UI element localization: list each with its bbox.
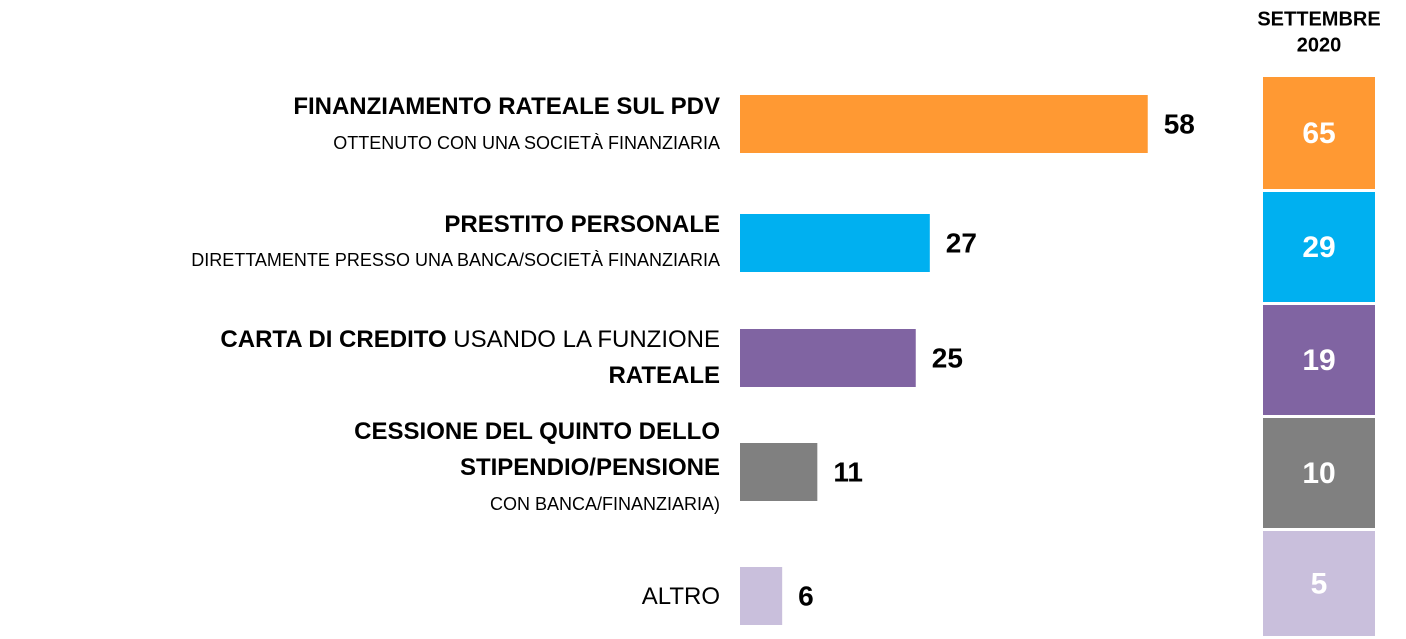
category-label: ALTRO [642, 583, 720, 610]
category-label: RATEALE [608, 362, 720, 389]
value-label: 6 [798, 580, 814, 611]
category-label: STIPENDIO/PENSIONE [460, 454, 720, 481]
comparison-box [1263, 192, 1375, 302]
comparison-value: 5 [1311, 567, 1328, 600]
comparison-value: 29 [1302, 231, 1335, 264]
category-label: DIRETTAMENTE PRESSO UNA BANCA/SOCIETÀ FI… [191, 250, 720, 270]
comparison-value: 19 [1302, 344, 1335, 377]
label-part: CESSIONE DEL QUINTO DELLO [354, 418, 720, 445]
bar [740, 443, 818, 501]
category-label: CESSIONE DEL QUINTO DELLO [354, 418, 720, 445]
comparison-value: 10 [1302, 457, 1335, 490]
label-part: CON BANCA/FINANZIARIA) [490, 494, 720, 514]
comparison-value: 65 [1302, 117, 1335, 150]
value-label: 58 [1164, 108, 1195, 139]
comparison-box [1263, 305, 1375, 415]
bar [740, 95, 1148, 153]
comparison-box [1263, 531, 1375, 636]
comparison-title: SETTEMBRE [1257, 8, 1380, 30]
category-label: CARTA DI CREDITO USANDO LA FUNZIONE [220, 326, 720, 353]
bar [740, 214, 930, 272]
bar [740, 567, 783, 625]
value-label: 27 [946, 227, 977, 258]
label-part: PRESTITO PERSONALE [444, 211, 720, 238]
label-part: USANDO LA FUNZIONE [447, 326, 720, 353]
label-part: FINANZIAMENTO RATEALE SUL PDV [293, 93, 720, 120]
category-label: PRESTITO PERSONALE [444, 211, 720, 238]
comparison-box [1263, 77, 1375, 189]
label-part: RATEALE [608, 362, 720, 389]
category-label: FINANZIAMENTO RATEALE SUL PDV [293, 93, 720, 120]
label-part: ALTRO [642, 583, 720, 610]
bar [740, 329, 916, 387]
value-label: 11 [833, 456, 863, 487]
label-part: CARTA DI CREDITO [220, 326, 446, 353]
label-part: STIPENDIO/PENSIONE [460, 454, 720, 481]
comparison-title: 2020 [1297, 34, 1342, 56]
value-label: 25 [932, 342, 963, 373]
category-label: CON BANCA/FINANZIARIA) [490, 494, 720, 514]
comparison-box [1263, 418, 1375, 528]
label-part: DIRETTAMENTE PRESSO UNA BANCA/SOCIETÀ FI… [191, 250, 720, 270]
category-label: OTTENUTO CON UNA SOCIETÀ FINANZIARIA [333, 133, 720, 153]
label-part: OTTENUTO CON UNA SOCIETÀ FINANZIARIA [333, 133, 720, 153]
